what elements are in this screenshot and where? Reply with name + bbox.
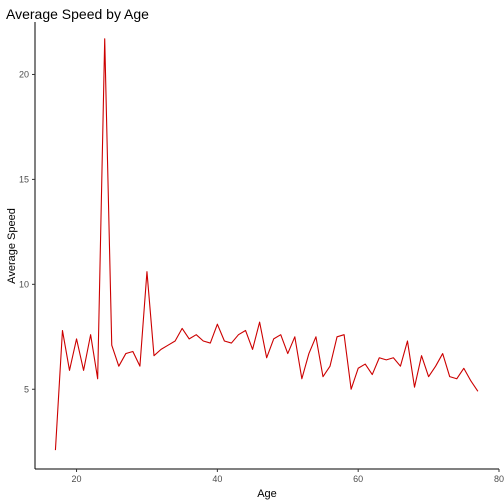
x-tick-label: 60 (353, 474, 363, 484)
x-tick-label: 40 (212, 474, 222, 484)
series-line-average-speed (54, 38, 479, 451)
x-axis-title: Age (257, 488, 277, 500)
y-tick-label: 20 (19, 69, 29, 79)
x-tick-label: 80 (494, 474, 504, 484)
y-tick-label: 10 (19, 279, 29, 289)
y-axis-title: Average Speed (6, 208, 18, 284)
y-tick-label: 15 (19, 174, 29, 184)
chart-title: Average Speed by Age (6, 6, 149, 22)
x-axis-ticks: 20 40 60 80 (72, 469, 504, 484)
y-tick-label: 5 (24, 384, 29, 394)
y-axis-ticks: 5 10 15 20 (19, 69, 35, 394)
x-tick-label: 20 (72, 474, 82, 484)
